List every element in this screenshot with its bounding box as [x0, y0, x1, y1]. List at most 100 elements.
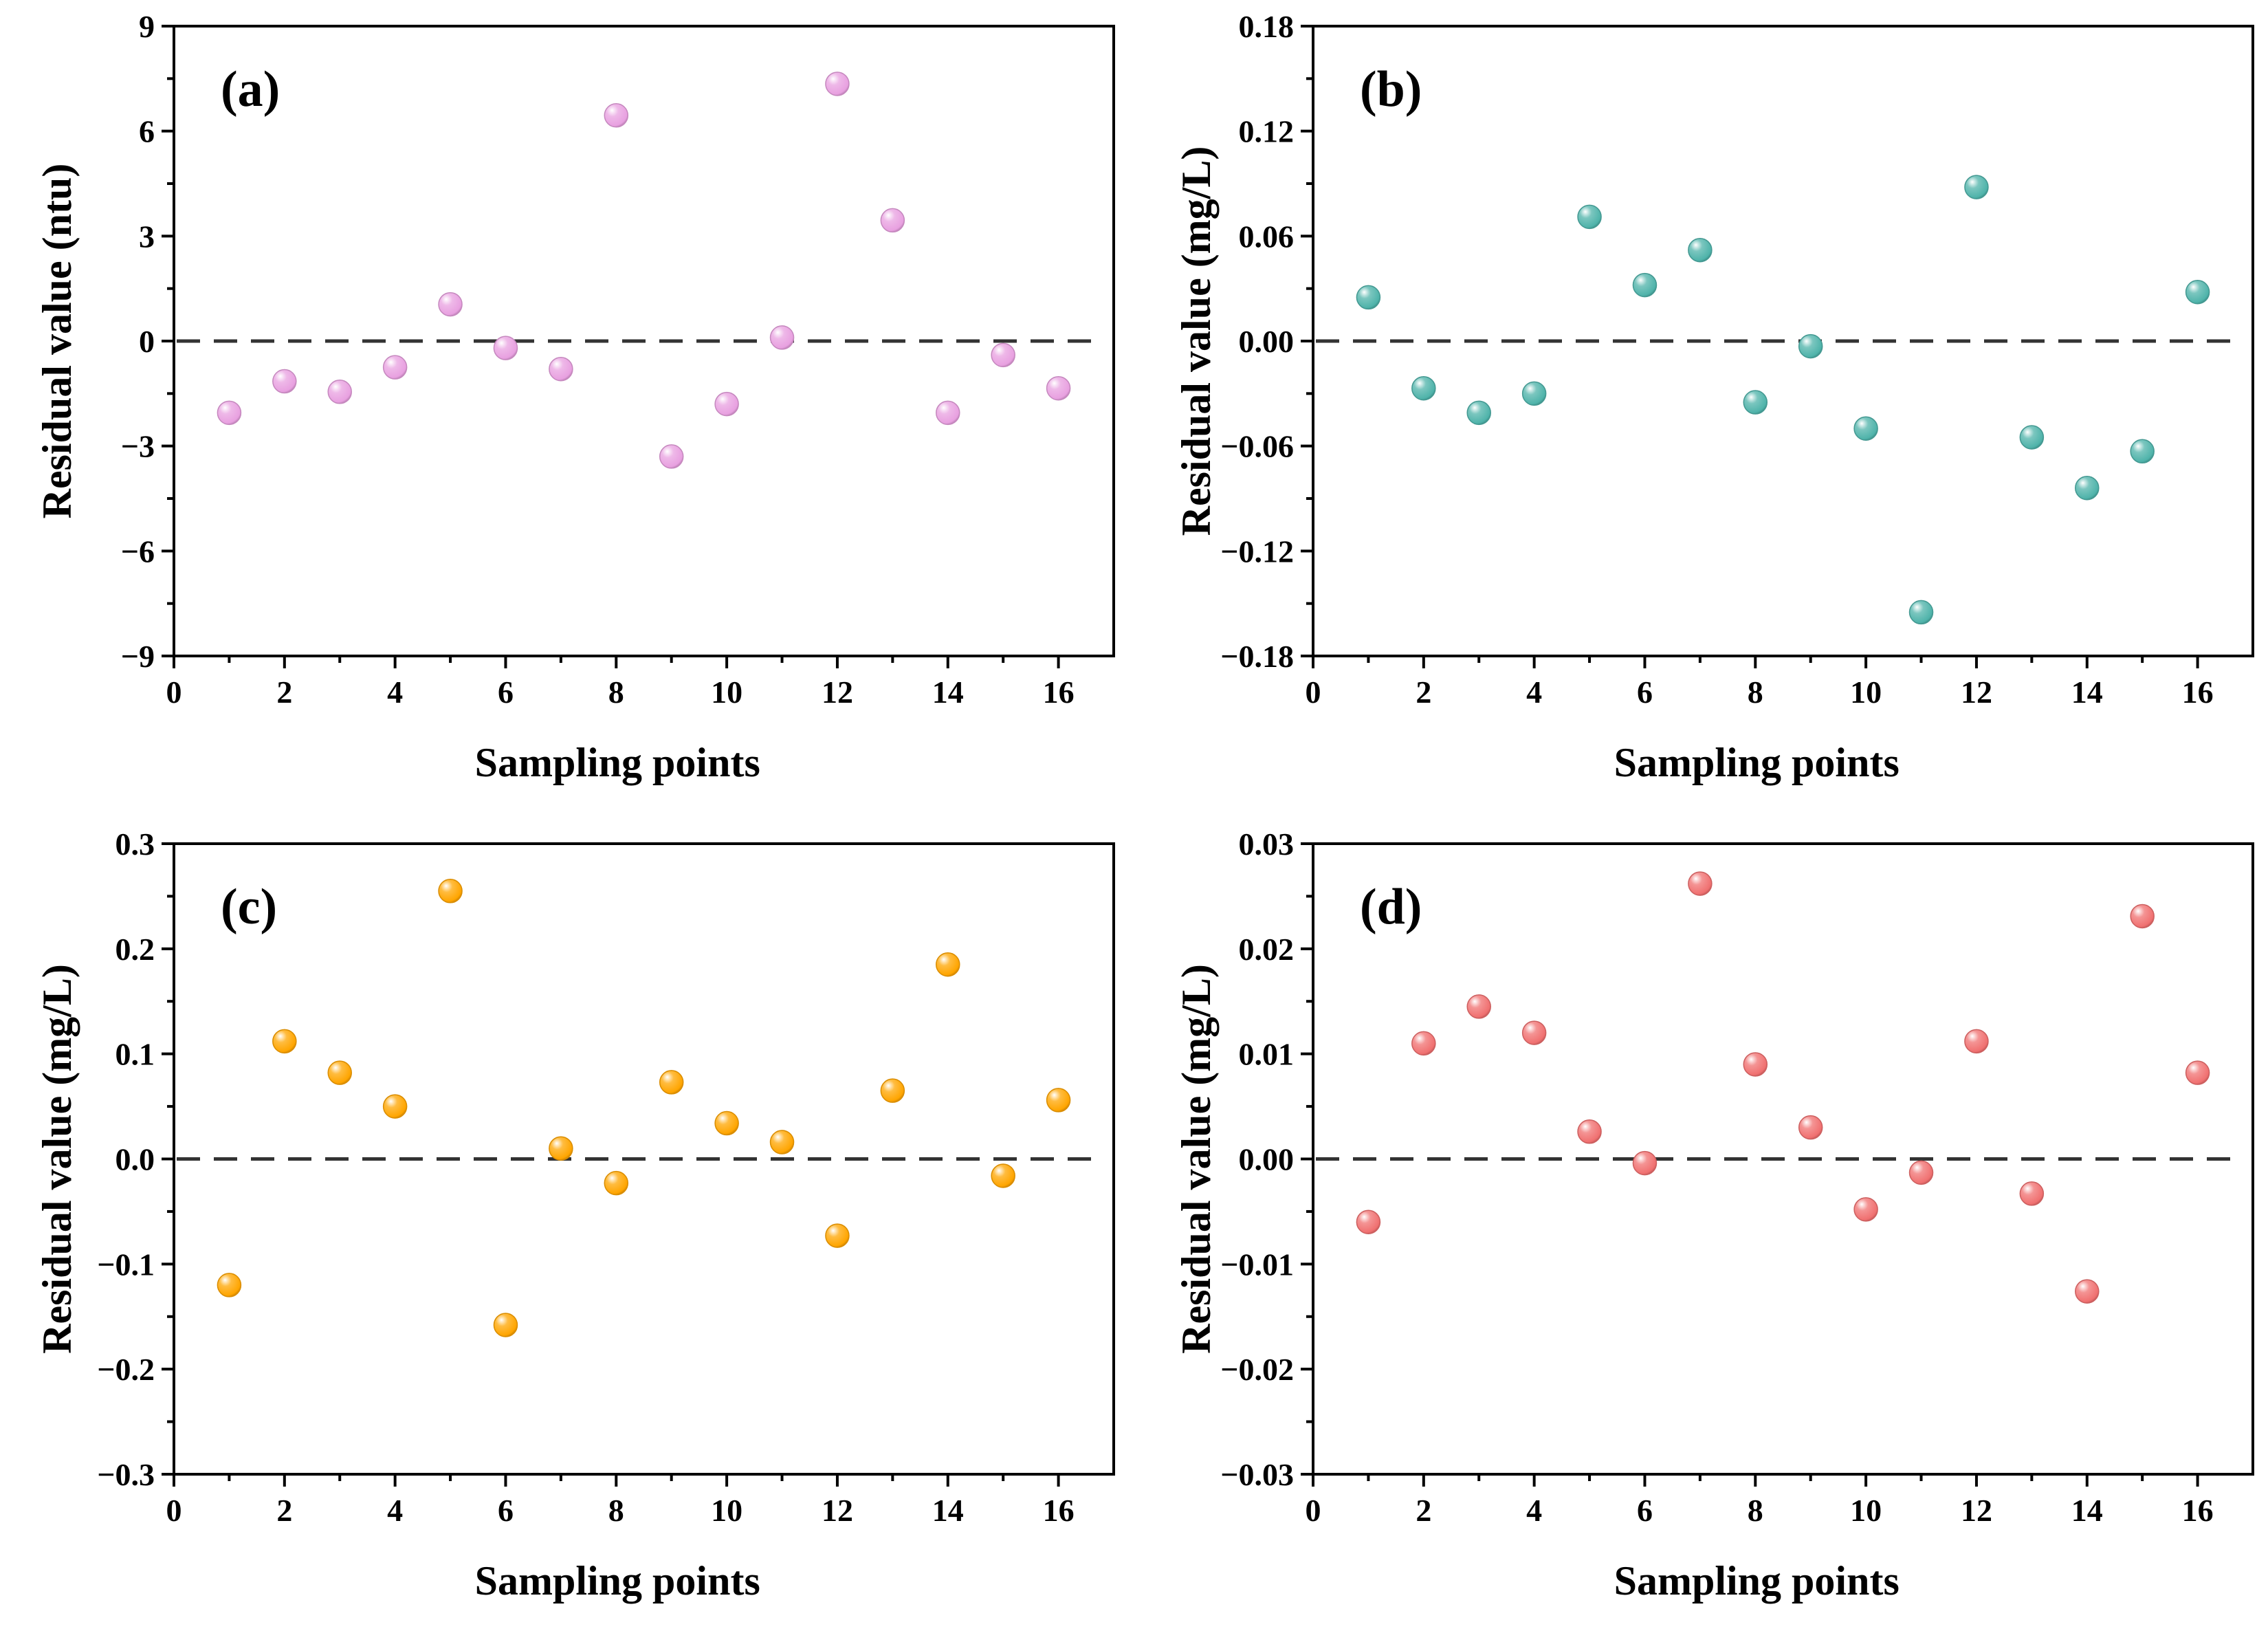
x-tick-label: 6 — [498, 675, 514, 710]
data-point — [217, 400, 242, 426]
x-tick-label: 0 — [1306, 1493, 1321, 1528]
plot-frame — [1312, 842, 2254, 1476]
data-point — [714, 391, 739, 417]
data-point — [327, 380, 352, 404]
data-point — [493, 336, 518, 360]
data-point — [769, 1130, 795, 1154]
x-tick-label: 2 — [276, 675, 292, 710]
x-tick-label: 14 — [932, 675, 964, 710]
x-tick-label: 16 — [2182, 1493, 2214, 1528]
data-point — [659, 444, 684, 469]
data-point — [1521, 1020, 1547, 1045]
panel-label: (b) — [1360, 61, 1422, 118]
data-point — [714, 1110, 739, 1136]
x-tick-label: 8 — [608, 675, 624, 710]
data-point — [438, 292, 463, 317]
data-point — [880, 1078, 905, 1103]
data-point — [825, 1223, 850, 1248]
data-point — [382, 1094, 408, 1119]
data-point — [936, 400, 960, 426]
data-point — [1466, 400, 1491, 426]
data-point — [327, 1060, 352, 1085]
x-tick-label: 14 — [2071, 1493, 2103, 1528]
x-tick-label: 2 — [276, 1493, 292, 1528]
data-point — [2185, 1060, 2210, 1085]
data-point — [549, 356, 573, 382]
data-point — [1046, 1088, 1071, 1113]
data-point — [1853, 416, 1878, 441]
panel-d: 0 2 4 6 8 10 12 14 16 −0.03 −0.02 −0.01 0.00 0.01 0.02… — [1174, 827, 2254, 1603]
x-tick-label: 10 — [1850, 1493, 1882, 1528]
y-tick-label: −0.3 — [97, 1457, 155, 1492]
x-tick-label: 4 — [387, 675, 403, 710]
x-axis-title: Sampling points — [475, 740, 760, 785]
plot-frame — [173, 25, 1115, 657]
x-tick-label: 6 — [498, 1493, 514, 1528]
data-point — [880, 208, 905, 233]
y-tick-label: 0.02 — [1239, 932, 1295, 967]
y-tick-label: 0.00 — [1239, 1142, 1295, 1177]
data-point — [1466, 994, 1491, 1019]
x-tick-label: 0 — [1306, 675, 1321, 710]
y-tick-label: 3 — [139, 219, 155, 254]
y-tick-label: −3 — [121, 429, 155, 464]
data-point — [1411, 375, 1436, 401]
y-tick-label: 0.2 — [115, 932, 155, 967]
y-tick-label: −0.01 — [1220, 1247, 1294, 1282]
data-point — [1688, 871, 1713, 896]
data-point — [1964, 175, 1989, 199]
data-point — [1798, 1115, 1823, 1140]
x-tick-label: 0 — [166, 1493, 182, 1528]
data-point — [1743, 390, 1768, 415]
x-tick-label: 4 — [387, 1493, 403, 1528]
data-point — [382, 355, 408, 380]
x-tick-label: 10 — [711, 675, 742, 710]
data-point — [1356, 285, 1381, 310]
data-point — [2130, 904, 2155, 929]
data-point — [991, 1163, 1015, 1188]
data-point — [549, 1136, 573, 1161]
y-tick-label: −0.06 — [1220, 429, 1294, 464]
data-point — [2130, 439, 2155, 464]
panel-label: (a) — [221, 61, 280, 118]
x-tick-label: 6 — [1637, 1493, 1653, 1528]
data-point — [1964, 1029, 1989, 1054]
y-tick-label: −9 — [121, 639, 155, 674]
data-point — [2019, 1181, 2045, 1206]
y-tick-label: −0.03 — [1220, 1457, 1294, 1492]
data-point — [1743, 1052, 1768, 1077]
data-point — [1632, 272, 1658, 298]
data-point — [659, 1070, 684, 1095]
y-tick-label: 0.06 — [1239, 219, 1295, 254]
y-axis-title: Residual value (mg/L) — [1174, 964, 1219, 1354]
data-point — [1356, 1209, 1381, 1234]
y-tick-label: −0.2 — [97, 1352, 155, 1387]
y-tick-label: 0.00 — [1239, 324, 1295, 359]
x-tick-label: 8 — [1748, 675, 1763, 710]
x-tick-label: 12 — [1961, 1493, 1992, 1528]
y-tick-label: 0.18 — [1239, 9, 1295, 44]
data-point — [604, 1170, 629, 1196]
x-tick-label: 14 — [932, 1493, 964, 1528]
y-axis-title: Residual value (ntu) — [34, 164, 80, 519]
y-axis-title: Residual value (mg/L) — [1174, 146, 1219, 536]
x-tick-label: 8 — [608, 1493, 624, 1528]
y-tick-label: 0.0 — [115, 1142, 155, 1177]
y-tick-label: 0.01 — [1239, 1037, 1295, 1072]
x-tick-label: 12 — [822, 675, 853, 710]
x-tick-label: 16 — [2182, 675, 2214, 710]
y-tick-label: 0.12 — [1239, 114, 1295, 149]
y-tick-label: 0.1 — [115, 1037, 155, 1072]
y-axis-title: Residual value (mg/L) — [34, 964, 80, 1354]
data-point — [1632, 1150, 1658, 1176]
data-point — [2075, 475, 2100, 501]
panel-label: (d) — [1360, 879, 1422, 935]
data-point — [1046, 375, 1071, 401]
y-tick-label: 9 — [139, 9, 155, 44]
y-tick-label: −0.02 — [1220, 1352, 1294, 1387]
y-tick-label: −0.12 — [1220, 534, 1294, 569]
x-tick-label: 10 — [711, 1493, 742, 1528]
x-axis-title: Sampling points — [1614, 1558, 1900, 1603]
data-point — [2075, 1279, 2100, 1304]
